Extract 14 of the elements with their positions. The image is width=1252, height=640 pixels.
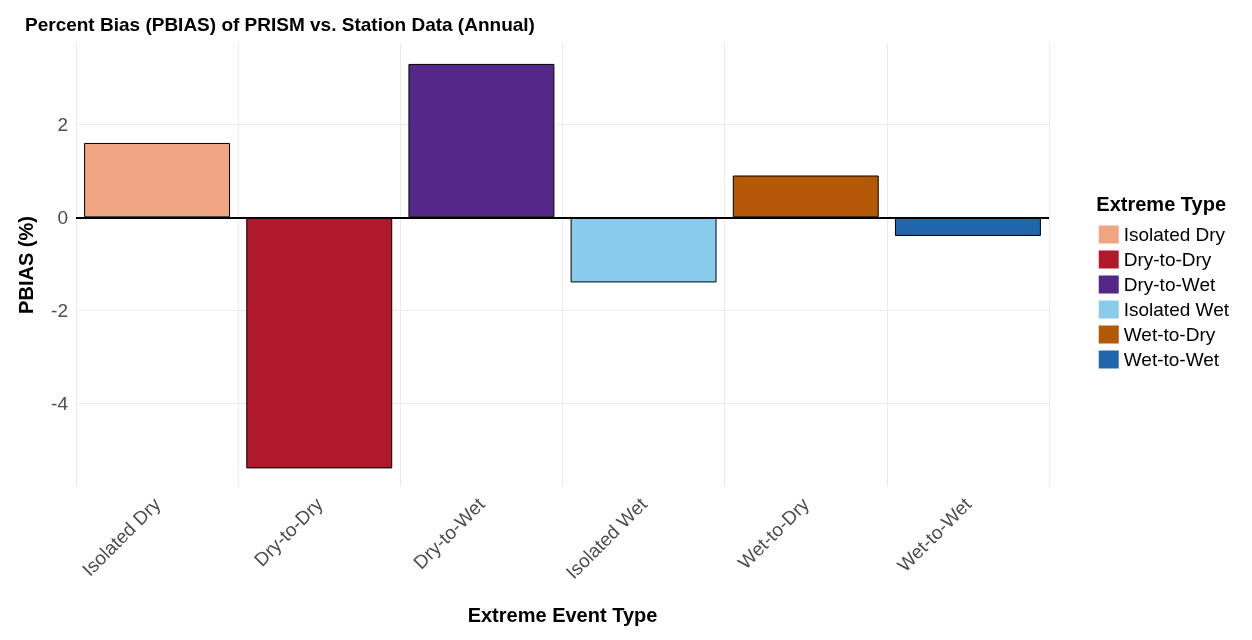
y-axis-title: PBIAS (%) — [15, 216, 37, 314]
legend-label: Isolated Dry — [1123, 224, 1226, 245]
legend-label: Dry-to-Wet — [1123, 274, 1216, 295]
x-axis-title: Extreme Event Type — [467, 604, 658, 626]
legend-label: Wet-to-Wet — [1123, 349, 1220, 370]
y-tick-label: 2 — [57, 113, 68, 135]
y-tick-label: -4 — [51, 392, 69, 414]
y-tick-label: 0 — [57, 206, 68, 228]
legend-label: Isolated Wet — [1123, 299, 1230, 320]
legend-title: Extreme Type — [1096, 193, 1226, 215]
y-tick-label: -2 — [51, 299, 68, 321]
legend-label: Dry-to-Dry — [1123, 249, 1212, 270]
chart-title: Percent Bias (PBIAS) of PRISM vs. Station Data (Annual) — [25, 14, 535, 35]
legend-label: Wet-to-Dry — [1123, 324, 1216, 345]
